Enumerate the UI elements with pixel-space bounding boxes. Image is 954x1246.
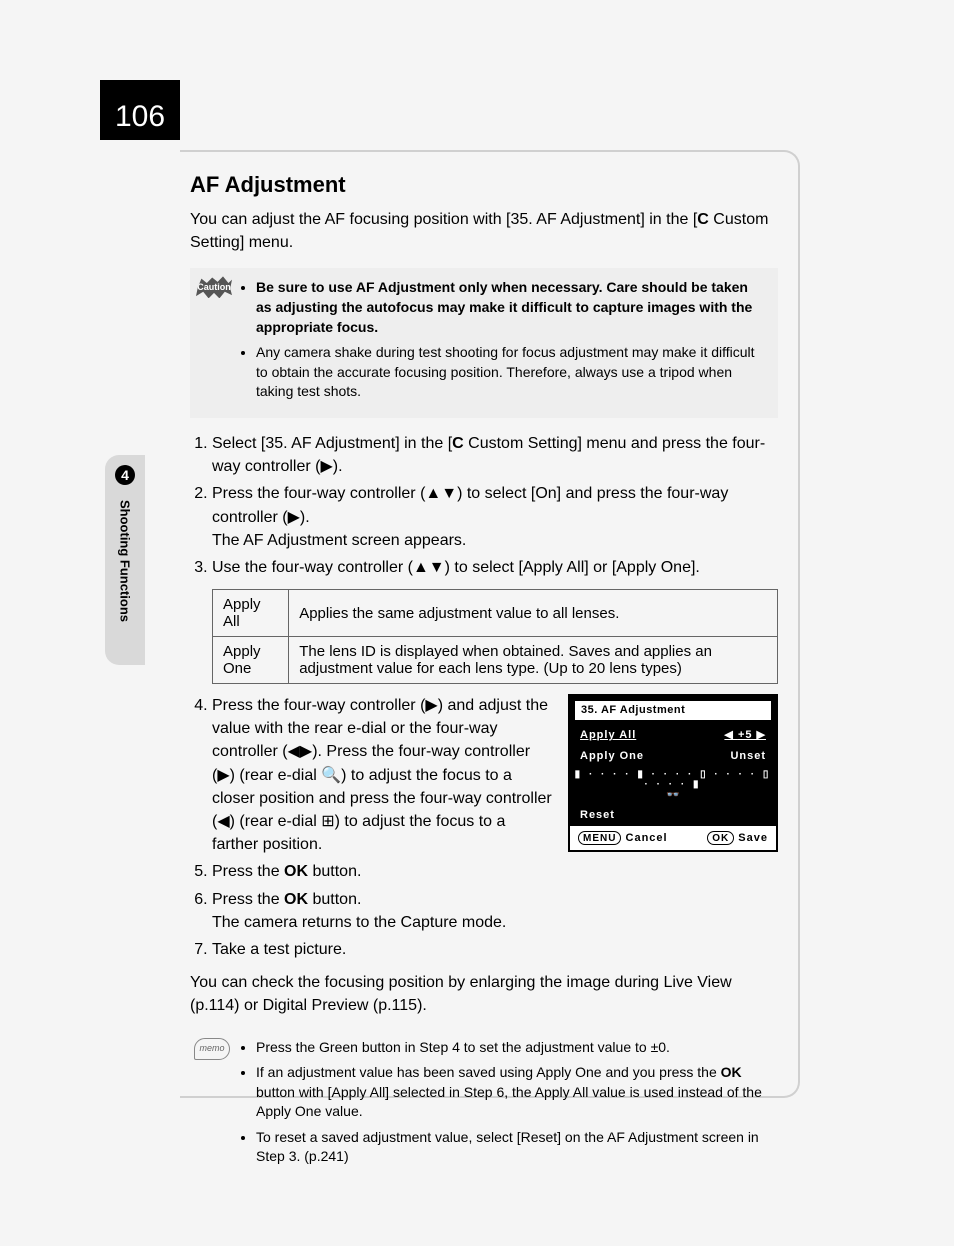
memo-icon: memo [194, 1038, 230, 1060]
cell-apply-all-desc: Applies the same adjustment value to all… [289, 590, 778, 637]
step-7: Take a test picture. [212, 938, 778, 961]
step-list: Select [35. AF Adjustment] in the [C Cus… [190, 432, 778, 579]
lcd-preview: 35. AF Adjustment Apply All ◀ +5 ▶ Apply… [568, 694, 778, 852]
step-2: Press the four-way controller (▲▼) to se… [212, 482, 778, 552]
cell-apply-all-label: Apply All [213, 590, 289, 637]
lcd-row-apply-all: Apply All ◀ +5 ▶ [570, 725, 776, 746]
table-row: Apply One The lens ID is displayed when … [213, 637, 778, 684]
memo-item: Press the Green button in Step 4 to set … [256, 1038, 766, 1058]
caution-item: Any camera shake during test shooting fo… [256, 343, 766, 402]
page-number: 106 [100, 80, 180, 140]
step-6: Press the OK button.The camera returns t… [212, 888, 778, 934]
chapter-title: Shooting Functions [105, 500, 145, 660]
table-row: Apply All Applies the same adjustment va… [213, 590, 778, 637]
memo-item: If an adjustment value has been saved us… [256, 1063, 766, 1122]
caution-item: Be sure to use AF Adjustment only when n… [256, 278, 766, 337]
lcd-glasses-icon: 👓 [570, 790, 776, 805]
step-3: Use the four-way controller (▲▼) to sele… [212, 556, 778, 579]
intro-text: You can adjust the AF focusing position … [190, 208, 778, 254]
ok-button-icon: OK [707, 831, 734, 845]
memo-item: To reset a saved adjustment value, selec… [256, 1128, 766, 1167]
memo-box: memo Press the Green button in Step 4 to… [190, 1032, 778, 1180]
lcd-title: 35. AF Adjustment [574, 700, 772, 721]
cell-apply-one-desc: The lens ID is displayed when obtained. … [289, 637, 778, 684]
step-list-2: Press the four-way controller (▶) and ad… [190, 694, 778, 961]
lcd-footer: MENU Cancel OK Save [570, 826, 776, 850]
cell-apply-one-label: Apply One [213, 637, 289, 684]
lcd-row-apply-one: Apply One Unset [570, 746, 776, 767]
apply-table: Apply All Applies the same adjustment va… [212, 589, 778, 684]
chapter-tab: 4 Shooting Functions [105, 455, 145, 665]
lcd-scale: ▮ · · · · ▮ · · · · ▯ · · · · ▯ · · · · … [570, 767, 776, 790]
content-frame: AF Adjustment You can adjust the AF focu… [180, 150, 800, 1098]
caution-box: Caution Be sure to use AF Adjustment onl… [190, 268, 778, 418]
step-1: Select [35. AF Adjustment] in the [C Cus… [212, 432, 778, 478]
after-steps-text: You can check the focusing position by e… [190, 971, 778, 1017]
step-5: Press the OK button. [212, 860, 778, 883]
menu-button-icon: MENU [578, 831, 621, 845]
chapter-number-badge: 4 [115, 465, 135, 485]
section-title: AF Adjustment [190, 172, 778, 198]
lcd-row-reset: Reset [570, 805, 776, 826]
step-4: Press the four-way controller (▶) and ad… [212, 694, 778, 856]
caution-icon: Caution [196, 276, 232, 298]
